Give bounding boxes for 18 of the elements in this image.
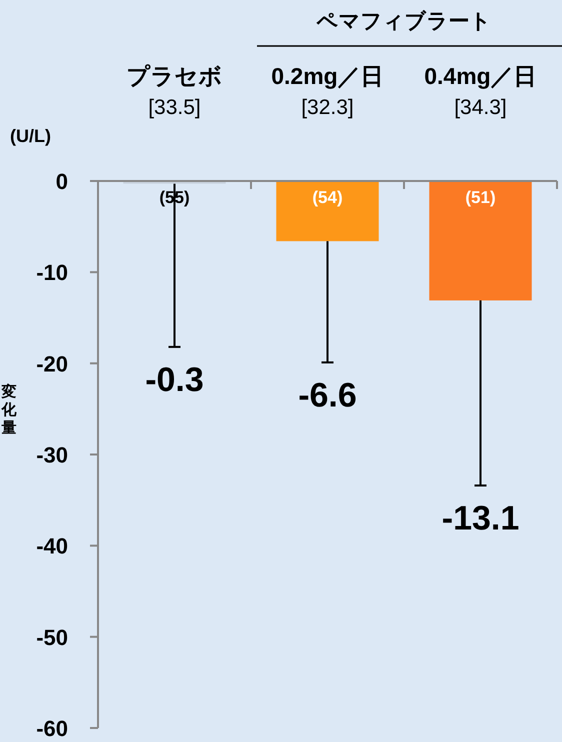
y-tick-label: -50: [36, 624, 68, 650]
x-tick-label: 0.4mg／日 [34.3]: [424, 63, 537, 119]
annotation: -0.3: [145, 360, 204, 399]
text: (U/L): [10, 126, 51, 146]
text: ペマフィブラート: [316, 9, 492, 33]
y-axis-title: 変化量: [0, 382, 18, 436]
annotation: (54): [312, 188, 343, 207]
annotation: -6.6: [298, 376, 357, 414]
x-tick-label: 0.2mg／日 [32.3]: [271, 63, 384, 119]
y-tick-label: -40: [36, 534, 68, 559]
x-tick-label: プラセボ [33.5]: [126, 63, 222, 119]
y-tick-label: -20: [36, 351, 68, 376]
y-tick-label: -60: [36, 716, 68, 741]
annotation: -13.1: [442, 499, 520, 538]
y-tick-label: -30: [36, 442, 68, 468]
annotation: (51): [465, 188, 496, 207]
y-tick-label: 0: [56, 169, 68, 194]
y-tick-label: -10: [36, 260, 68, 286]
